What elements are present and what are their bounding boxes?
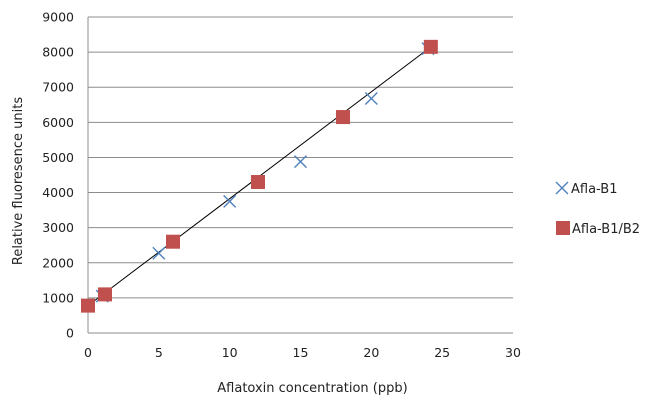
legend-marker-afla-b1-b2-square-icon: [556, 221, 570, 235]
y-tick-label: 1000: [42, 290, 74, 305]
data-point-afla-b1-b2: [423, 39, 438, 54]
data-points: [81, 39, 438, 313]
legend-item-afla-b1-b2: Afla-B1/B2: [556, 221, 640, 237]
legend-label-afla-b1-b2: Afla-B1/B2: [572, 222, 640, 237]
data-point-afla-b1-b2: [251, 175, 265, 190]
data-point-afla-b1: [294, 155, 307, 169]
legend: Afla-B1 Afla-B1/B2: [555, 181, 640, 237]
x-axis-title: Aflatoxin concentration (ppb): [217, 381, 407, 396]
y-tick-label: 4000: [42, 185, 74, 200]
x-tick-label: 25: [434, 345, 450, 360]
y-tick-label: 8000: [42, 45, 74, 60]
x-tick-label: 0: [84, 345, 92, 360]
data-point-afla-b1-b2: [336, 110, 350, 125]
legend-label-afla-b1: Afla-B1: [571, 182, 617, 197]
legend-item-afla-b1: Afla-B1: [555, 181, 617, 197]
y-tick-label: 3000: [42, 220, 74, 235]
y-tick-label: 2000: [42, 255, 74, 270]
y-tick-label: 5000: [42, 150, 74, 165]
data-point-afla-b1: [223, 194, 237, 208]
y-tick-label: 6000: [42, 115, 74, 130]
legend-square-mark: [556, 221, 570, 235]
data-point-afla-b1-b2: [98, 287, 112, 302]
data-point-afla-b1: [152, 246, 166, 260]
legend-marker-afla-b1-x-icon: [555, 181, 569, 195]
x-tick-labels: 0 5 10 15 20 25 30: [84, 345, 521, 360]
legend-x-mark: [555, 181, 569, 195]
gridlines: [88, 16, 513, 299]
y-tick-label: 9000: [42, 10, 74, 25]
x-tick-label: 5: [155, 345, 163, 360]
x-tick-label: 15: [293, 345, 309, 360]
x-tick-label: 10: [222, 345, 238, 360]
y-axis-title: Relative fluoresence units: [11, 97, 26, 265]
data-point-afla-b1-b2: [166, 234, 180, 249]
y-tick-label: 7000: [42, 80, 74, 95]
y-tick-label: 0: [66, 326, 74, 341]
data-point-afla-b1: [364, 91, 378, 105]
data-point-afla-b1-b2: [81, 298, 95, 313]
x-tick-label: 30: [505, 345, 521, 360]
x-tick-label: 20: [363, 345, 379, 360]
y-tick-labels: 0 1000 2000 3000 4000 5000 6000 7000 8000 9000: [42, 10, 74, 341]
